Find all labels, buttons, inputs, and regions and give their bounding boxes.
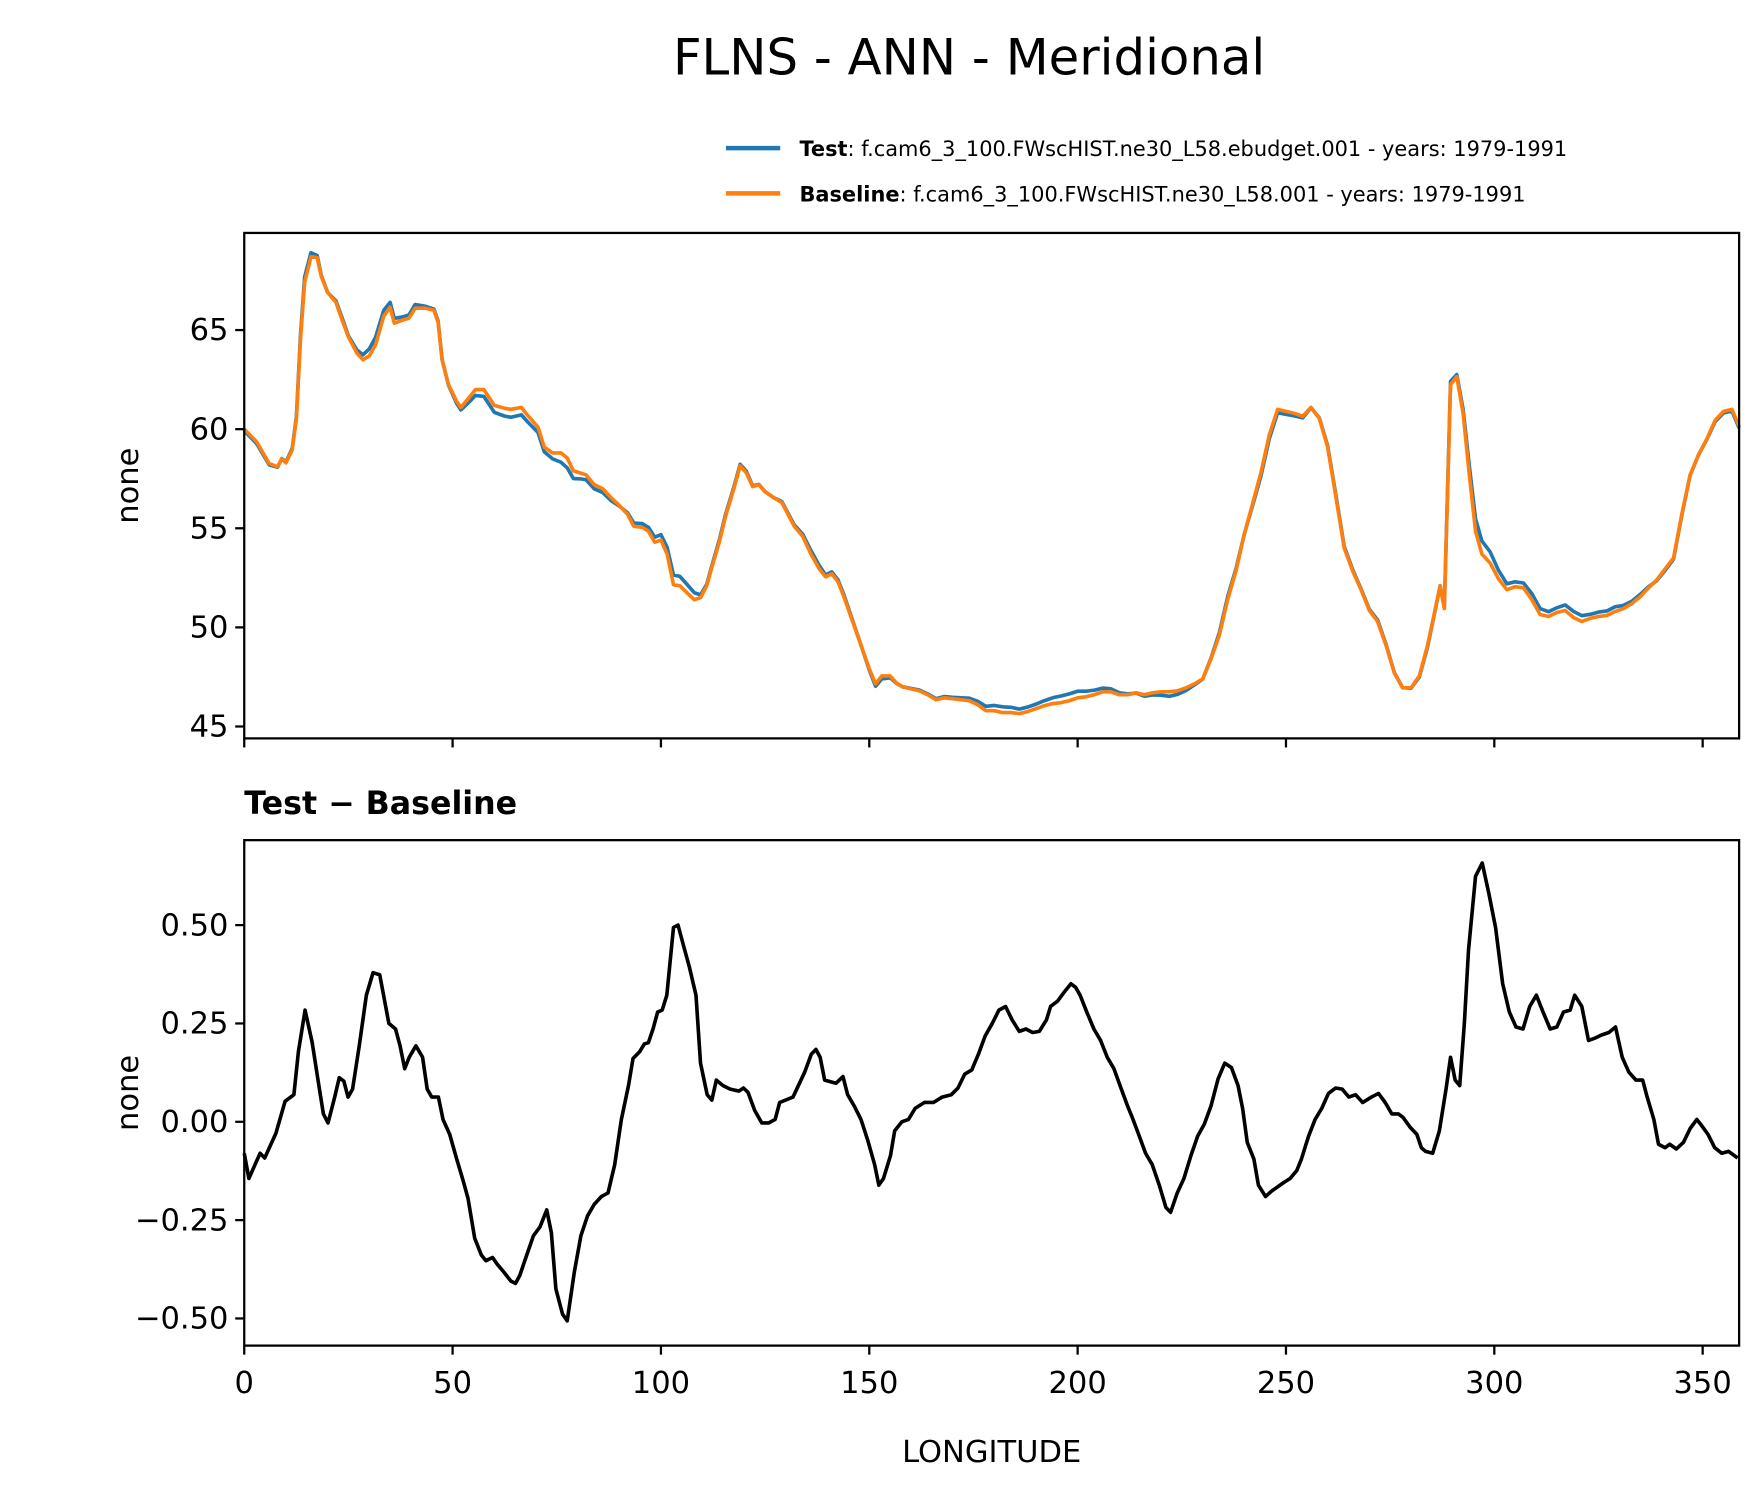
legend-test-name: Test (799, 137, 847, 161)
legend-test-desc: : f.cam6_3_100.FWscHIST.ne30_L58.ebudget… (848, 137, 1568, 161)
diff-x-tick-label: 300 (1465, 1366, 1523, 1401)
top-panel: 45 50 55 60 65 none (111, 231, 1741, 748)
legend: Test: f.cam6_3_100.FWscHIST.ne30_L58.ebu… (725, 137, 1567, 206)
diff-y-axis-label: none (111, 1055, 146, 1131)
difference-series-line (242, 861, 1739, 1323)
figure-title: FLNS - ANN - Meridional (673, 29, 1265, 87)
diff-y-tick-label: 0.50 (160, 908, 228, 943)
legend-baseline-name: Baseline (799, 182, 899, 206)
diff-x-tick-label: 200 (1049, 1366, 1107, 1401)
legend-entry-baseline: Baseline: f.cam6_3_100.FWscHIST.ne30_L58… (799, 182, 1525, 206)
top-y-tick-label: 50 (190, 611, 229, 646)
diff-x-tick-label: 0 (235, 1366, 254, 1401)
diff-x-tick-label: 50 (433, 1366, 472, 1401)
diff-y-tick-label: 0.00 (160, 1105, 228, 1140)
test-series-line-overlay (242, 254, 1741, 716)
diff-x-tick-label: 350 (1674, 1366, 1732, 1401)
top-y-tick-label: 55 (190, 511, 229, 546)
diff-y-tick-label: −0.25 (135, 1203, 229, 1238)
top-y-tick-label: 65 (190, 313, 229, 348)
baseline-series-line (242, 250, 1741, 711)
diff-y-tick-label: −0.50 (135, 1302, 229, 1337)
x-axis-label: LONGITUDE (902, 1435, 1081, 1470)
diff-x-tick-label: 250 (1257, 1366, 1315, 1401)
top-axes-frame (243, 231, 1741, 740)
diff-x-tick-label: 100 (632, 1366, 690, 1401)
legend-entry-test: Test: f.cam6_3_100.FWscHIST.ne30_L58.ebu… (799, 137, 1567, 161)
top-y-axis-label: none (111, 448, 146, 524)
diff-axes-frame (243, 839, 1741, 1347)
legend-baseline-desc: : f.cam6_3_100.FWscHIST.ne30_L58.001 - y… (900, 182, 1526, 206)
difference-panel: 0 50 100 150 200 250 300 350 −0.50 −0.25 0.00 0.25 0… (111, 839, 1741, 1401)
diff-y-tick-label: 0.25 (160, 1007, 228, 1042)
diff-x-tick-label: 150 (840, 1366, 898, 1401)
diff-panel-title: Test − Baseline (244, 786, 517, 822)
top-y-tick-label: 45 (190, 710, 229, 745)
top-y-tick-label: 60 (190, 412, 229, 447)
